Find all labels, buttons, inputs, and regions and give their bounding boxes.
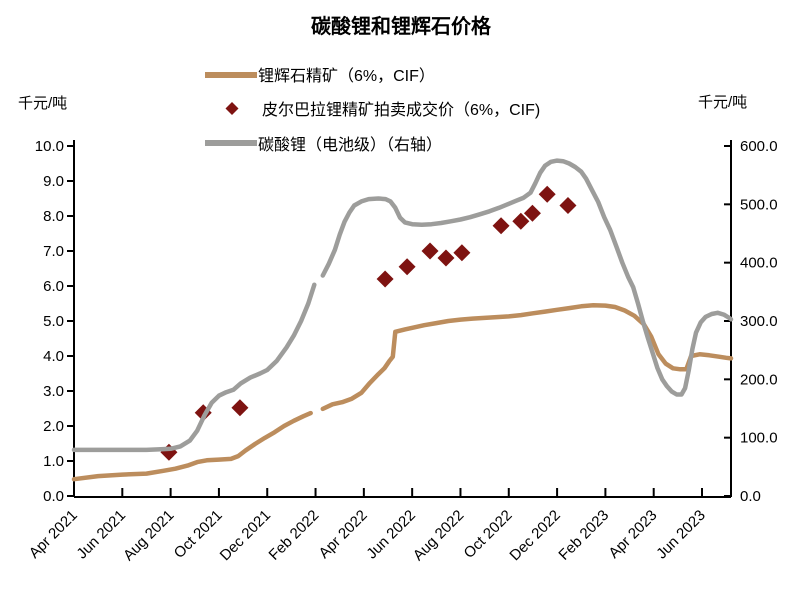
right-axis-tick-label: 400.0 — [740, 255, 778, 272]
left-axis-tick-label: 5.0 — [43, 313, 64, 330]
x-axis-tick-label: Apr 2021 — [26, 507, 81, 562]
right-axis-tick-label: 300.0 — [740, 313, 778, 330]
carbonate-line-swatch-icon — [205, 140, 257, 146]
auction-price-point — [421, 242, 439, 260]
left-axis-tick-label: 1.0 — [43, 453, 64, 470]
right-axis-tick-label: 0.0 — [740, 488, 761, 505]
chart-title: 碳酸锂和锂辉石价格 — [311, 14, 492, 38]
right-axis-unit: 千元/吨 — [698, 94, 747, 111]
auction-price-point — [437, 249, 455, 267]
series-layer — [71, 158, 734, 482]
auction-price-point — [559, 197, 577, 214]
auction-price-point — [453, 244, 471, 262]
left-axis-tick-label: 3.0 — [43, 383, 64, 400]
x-axis-tick-label: Dec 2021 — [217, 507, 274, 564]
axis-frame — [73, 140, 732, 498]
right-axis-tick-label: 200.0 — [740, 371, 778, 388]
legend-carbonate-label: 碳酸锂（电池级）（右轴） — [258, 136, 442, 154]
carbonate-price-line — [71, 282, 317, 453]
spodumene-price-line — [320, 303, 734, 412]
left-axis-tick-label: 7.0 — [43, 243, 64, 260]
auction-price-point — [376, 270, 394, 288]
right-axis-tick-label: 600.0 — [740, 138, 778, 155]
auction-price-point — [492, 217, 510, 235]
legend-auction-label: 皮尔巴拉锂精矿拍卖成交价（6%，CIF) — [262, 101, 540, 119]
left-axis-tick-label: 6.0 — [43, 278, 64, 295]
auction-price-point — [231, 399, 249, 417]
x-axis-tick-label: Aug 2022 — [410, 507, 467, 564]
x-axis-tick-label: Feb 2022 — [266, 507, 323, 564]
left-axis-tick-label: 2.0 — [43, 418, 64, 435]
auction-price-point — [523, 204, 541, 222]
right-axis-tick-label: 500.0 — [740, 196, 778, 213]
carbonate-price-line — [320, 158, 734, 397]
left-axis-tick-label: 9.0 — [43, 173, 64, 190]
left-axis-tick-label: 10.0 — [35, 138, 64, 155]
x-axis-tick-label: Apr 2022 — [316, 507, 371, 562]
spodumene-price-line — [71, 410, 313, 482]
left-axis-tick-label: 0.0 — [43, 488, 64, 505]
left-axis-tick-label: 4.0 — [43, 348, 64, 365]
spodumene-line-swatch-icon — [205, 72, 257, 78]
auction-price-point — [538, 185, 556, 203]
left-axis-tick-label: 8.0 — [43, 208, 64, 225]
x-axis-tick-label: Dec 2022 — [506, 507, 563, 564]
legend: 锂辉石精矿（6%，CIF） 皮尔巴拉锂精矿拍卖成交价（6%，CIF) 碳酸锂（电… — [205, 67, 540, 154]
left-axis-unit: 千元/吨 — [18, 95, 67, 112]
auction-price-point — [512, 212, 530, 230]
auction-price-point — [398, 258, 416, 276]
axes-layer: 0.0 1.0 2.0 3.0 4.0 5.0 6.0 7.0 8.0 9.0 10.0 0.0 100… — [26, 138, 778, 564]
legend-spodumene-label: 锂辉石精矿（6%，CIF） — [258, 67, 435, 85]
x-axis-tick-label: Jun 2023 — [653, 507, 709, 563]
x-axis-tick-label: Apr 2023 — [605, 507, 660, 562]
auction-diamond-icon — [225, 102, 239, 115]
right-axis-tick-label: 100.0 — [740, 430, 778, 447]
x-axis-tick-label: Feb 2023 — [555, 507, 612, 564]
x-axis-tick-label: Aug 2021 — [120, 507, 177, 564]
